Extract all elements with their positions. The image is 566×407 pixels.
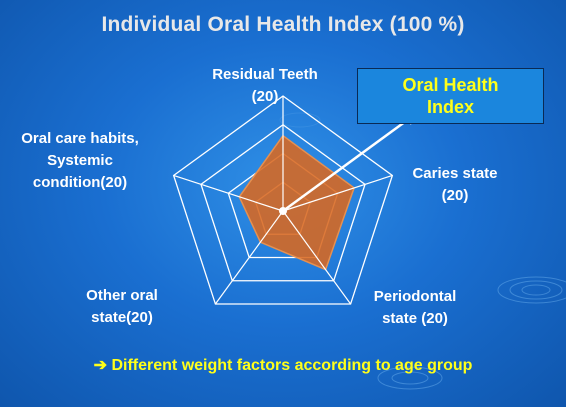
axis-label-oral-care-habits: Oral care habits, Systemic condition(20) — [21, 130, 139, 191]
oral-health-index-callout: Oral Health Index — [357, 68, 544, 124]
center-point — [279, 207, 287, 215]
score-polygon — [238, 134, 355, 271]
axis-line-1 — [282, 174, 393, 212]
axis-label-residual-teeth: Residual Teeth (20) — [212, 66, 318, 105]
axis-line-2 — [282, 210, 352, 305]
grid-ring-3 — [200, 123, 366, 282]
slide-title: Individual Oral Health Index (100 %) — [101, 13, 465, 36]
grid-ring-4 — [172, 95, 394, 305]
axis-label-other-oral-state: Other oral state(20) — [86, 287, 158, 326]
callout-arrow — [282, 119, 409, 213]
axis-label-caries-state: Caries state (20) — [412, 165, 498, 204]
footer-note: ➔ Different weight factors according to … — [93, 357, 473, 374]
radar-axes — [173, 96, 393, 305]
axis-line-3 — [214, 210, 284, 305]
axis-line-4 — [173, 174, 284, 212]
axis-label-periodontal-state: Periodontal state (20) — [373, 288, 457, 327]
